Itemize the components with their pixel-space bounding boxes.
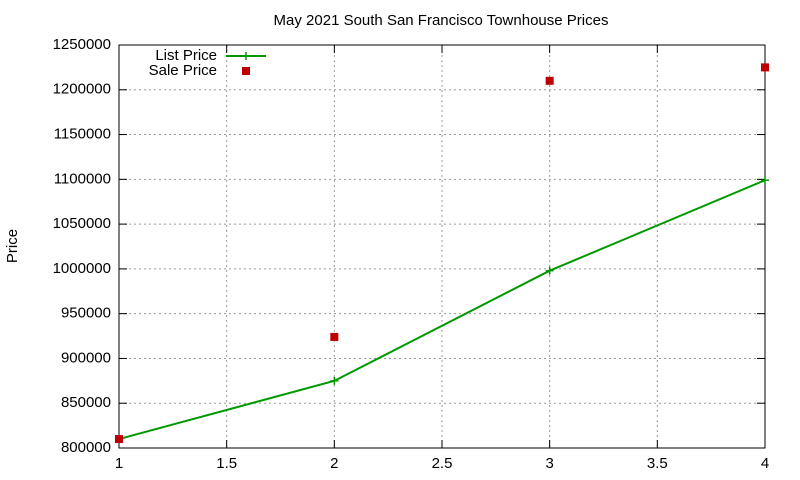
- plot-frame: [118, 44, 766, 449]
- data-point: [545, 266, 554, 275]
- x-tick-label: 3: [545, 455, 553, 472]
- x-tick-label: 3.5: [647, 455, 668, 472]
- data-point: [761, 63, 769, 72]
- legend-label: List Price: [155, 47, 217, 64]
- y-tick-label: 900000: [61, 349, 111, 366]
- x-tick-label: 1.5: [216, 455, 237, 472]
- data-point: [115, 435, 123, 444]
- x-tick-label: 2.5: [432, 455, 453, 472]
- y-tick-label: 1100000: [54, 170, 111, 187]
- y-tick-label: 1250000: [53, 36, 111, 53]
- chart-title: May 2021 South San Francisco Townhouse P…: [274, 12, 609, 29]
- x-tick-label: 4: [761, 455, 769, 472]
- x-tick-label: 1: [115, 455, 123, 472]
- data-point: [330, 376, 339, 385]
- y-tick-label: 800000: [61, 439, 111, 456]
- y-tick-label: 850000: [61, 394, 111, 411]
- y-tick-label: 950000: [61, 305, 111, 322]
- series-line: [118, 179, 766, 441]
- y-tick-label: 1050000: [53, 215, 111, 232]
- legend-label: Sale Price: [149, 62, 217, 79]
- y-tick-label: 1200000: [53, 81, 111, 98]
- legend-marker: [242, 52, 250, 60]
- y-axis-label: Price: [4, 229, 21, 263]
- y-tick-label: 1000000: [53, 260, 111, 277]
- data-point: [545, 76, 554, 85]
- y-tick-label: 1150000: [54, 126, 111, 143]
- legend-marker: [242, 67, 250, 75]
- data-point: [761, 176, 769, 185]
- data-point: [330, 332, 339, 341]
- x-tick-label: 2: [330, 455, 338, 472]
